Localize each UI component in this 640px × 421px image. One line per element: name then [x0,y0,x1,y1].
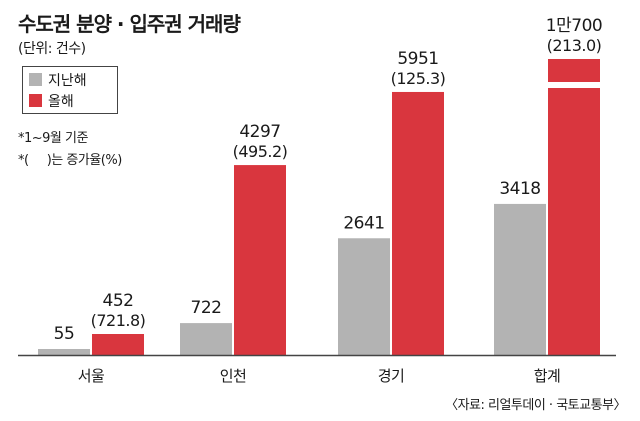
growth-label-3: (213.0) [547,36,602,55]
bar-prev-1 [180,323,232,355]
growth-label-2: (125.3) [391,69,446,88]
bar-curr-0 [92,334,144,355]
value-label-prev-0: 55 [54,324,75,344]
legend-label-curr: 올해 [48,93,74,110]
bar-prev-0 [38,349,90,355]
category-label-0: 서울 [78,367,105,385]
value-label-curr-3: 1만700 [546,16,602,36]
growth-label-1: (495.2) [233,142,288,161]
legend-swatch-prev [29,73,42,86]
value-label-curr-2: 5951 [397,49,438,69]
value-label-curr-1: 4297 [239,122,280,142]
notes: *1~9월 기준 *( )는 증가율(%) [18,128,122,172]
value-label-prev-3: 3418 [499,179,540,199]
legend-item-curr: 올해 [29,90,117,111]
note-period: *1~9월 기준 [18,131,88,146]
legend: 지난해 올해 [22,66,118,114]
axis-break-mark [547,82,601,88]
bar-prev-2 [338,238,390,355]
category-label-1: 인천 [220,367,247,385]
value-label-curr-0: 452 [103,291,134,311]
bar-curr-3 [548,59,600,355]
bar-curr-1 [234,165,286,355]
bar-curr-2 [392,91,444,356]
source-credit: 〈자료: 리얼투데이 · 국토교통부〉 [445,398,626,413]
value-label-prev-2: 2641 [343,213,384,233]
bar-prev-3 [494,203,546,355]
unit-label: (단위: 건수) [18,41,86,57]
category-label-2: 경기 [378,367,405,385]
note-growth: *( )는 증가율(%) [18,153,122,168]
value-label-prev-1: 722 [191,298,222,318]
chart-title: 수도권 분양 · 입주권 거래량 [18,12,241,36]
legend-item-prev: 지난해 [29,69,117,90]
category-label-3: 합계 [534,367,561,385]
growth-label-0: (721.8) [91,311,146,330]
legend-swatch-curr [29,94,42,107]
legend-label-prev: 지난해 [48,72,87,89]
